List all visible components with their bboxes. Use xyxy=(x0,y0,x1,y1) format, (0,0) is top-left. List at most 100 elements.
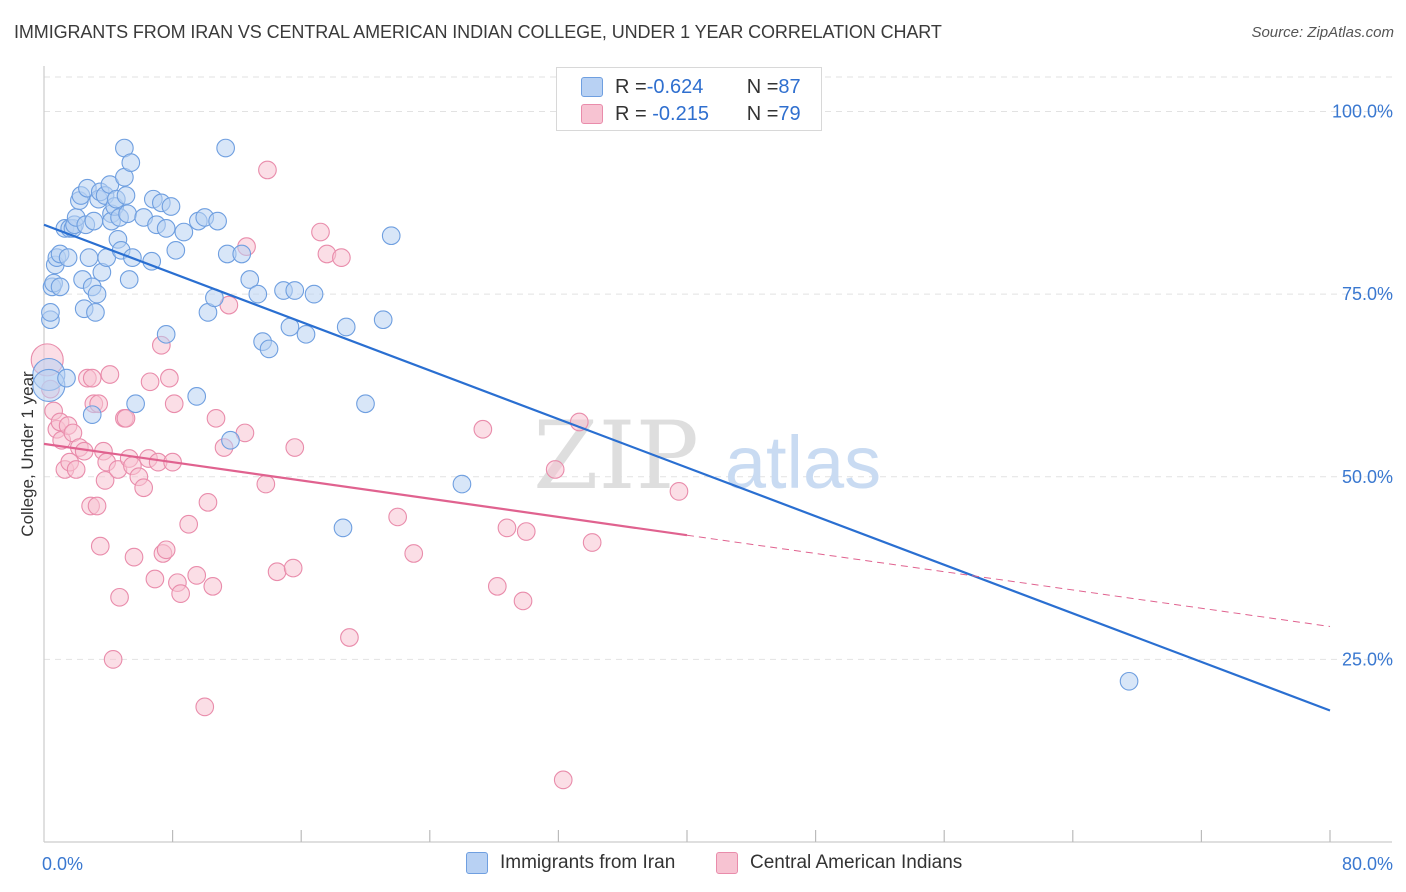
data-point-central-american-indians xyxy=(545,460,565,479)
data-point-central-american-indians xyxy=(82,368,102,388)
legend-swatch-blue xyxy=(581,77,603,97)
data-point-immigrants-from-iran xyxy=(381,226,401,246)
data-point-immigrants-from-iran xyxy=(373,310,393,330)
data-point-immigrants-from-iran xyxy=(166,240,186,260)
x-tick-label-max: 80.0% xyxy=(1342,854,1393,874)
chart-title: IMMIGRANTS FROM IRAN VS CENTRAL AMERICAN… xyxy=(14,22,942,42)
data-point-immigrants-from-iran xyxy=(232,244,252,264)
data-point-immigrants-from-iran xyxy=(50,277,70,297)
data-point-immigrants-from-iran xyxy=(452,474,472,494)
data-point-central-american-indians xyxy=(87,496,107,516)
y-tick-label: 50.0% xyxy=(1342,467,1393,487)
legend-n-label: N = xyxy=(746,75,779,98)
data-point-central-american-indians xyxy=(187,566,207,585)
data-point-immigrants-from-iran xyxy=(58,248,78,267)
data-point-immigrants-from-iran xyxy=(1119,671,1139,691)
correlation-legend: R = -0.624 N = 87 R = -0.215 N = 79 xyxy=(556,67,822,131)
series-immigrants-from-iran xyxy=(32,138,1139,691)
legend-r-label: R = xyxy=(615,102,647,125)
grid-lines xyxy=(44,76,1392,660)
data-point-central-american-indians xyxy=(203,576,223,596)
data-point-central-american-indians xyxy=(179,514,199,534)
data-point-immigrants-from-iran xyxy=(356,394,375,414)
y-tick-label: 100.0% xyxy=(1332,102,1393,122)
data-point-immigrants-from-iran xyxy=(79,248,99,267)
data-point-immigrants-from-iran xyxy=(118,204,137,224)
data-point-immigrants-from-iran xyxy=(87,284,107,304)
trend-line-iran xyxy=(43,223,1331,712)
data-point-immigrants-from-iran xyxy=(221,430,240,450)
data-point-immigrants-from-iran xyxy=(86,303,105,322)
data-point-central-american-indians xyxy=(164,394,184,414)
data-point-central-american-indians xyxy=(195,697,215,717)
data-point-central-american-indians xyxy=(160,368,179,388)
legend-swatch-pink xyxy=(581,104,603,124)
legend-n-value: 87 xyxy=(778,75,801,98)
y-tick-labels: 25.0% 50.0% 75.0% 100.0% xyxy=(1332,102,1393,670)
data-point-central-american-indians xyxy=(283,558,303,578)
data-point-central-american-indians xyxy=(103,650,123,669)
data-point-central-american-indians xyxy=(311,222,330,242)
data-point-central-american-indians xyxy=(90,536,110,556)
data-point-central-american-indians xyxy=(171,584,190,603)
x-tick-labels: 0.0% 80.0% xyxy=(42,854,1393,874)
data-point-central-american-indians xyxy=(669,482,689,501)
data-point-immigrants-from-iran xyxy=(174,222,194,242)
data-point-central-american-indians xyxy=(156,540,176,560)
y-axis-label: College, Under 1 year xyxy=(18,371,37,537)
data-point-immigrants-from-iran xyxy=(156,324,176,344)
legend-label-central-american: Central American Indians xyxy=(750,852,963,873)
data-point-central-american-indians xyxy=(404,544,424,563)
data-point-central-american-indians xyxy=(134,478,154,498)
data-point-central-american-indians xyxy=(110,587,129,607)
data-point-central-american-indians xyxy=(198,492,218,512)
data-point-immigrants-from-iran xyxy=(119,270,139,289)
legend-n-value: 79 xyxy=(778,102,801,125)
data-point-central-american-indians xyxy=(513,591,533,611)
data-point-central-american-indians xyxy=(582,533,602,552)
data-point-central-american-indians xyxy=(100,365,120,384)
data-point-central-american-indians xyxy=(258,160,277,180)
data-point-immigrants-from-iran xyxy=(187,387,207,406)
data-point-immigrants-from-iran xyxy=(84,211,104,231)
data-point-central-american-indians xyxy=(256,474,276,494)
data-point-immigrants-from-iran xyxy=(161,197,181,216)
data-point-immigrants-from-iran xyxy=(82,405,102,425)
legend-swatch-pink xyxy=(716,852,738,874)
data-point-immigrants-from-iran xyxy=(126,394,145,414)
legend-r-value: -0.215 xyxy=(646,102,709,125)
y-tick-label: 25.0% xyxy=(1342,649,1393,669)
legend-r-label: R = xyxy=(615,75,647,98)
data-point-immigrants-from-iran xyxy=(208,211,227,231)
trend-lines xyxy=(43,223,1331,712)
data-point-central-american-indians xyxy=(66,460,86,479)
data-point-immigrants-from-iran xyxy=(216,138,235,158)
data-point-immigrants-from-iran xyxy=(41,303,60,322)
data-point-central-american-indians xyxy=(487,576,507,596)
y-tick-label: 75.0% xyxy=(1342,284,1393,304)
legend-item-iran[interactable]: Immigrants from Iran xyxy=(466,852,675,874)
data-point-immigrants-from-iran xyxy=(304,284,324,304)
legend-item-central-american[interactable]: Central American Indians xyxy=(716,852,962,874)
data-point-immigrants-from-iran xyxy=(121,153,141,173)
x-tick-label-min: 0.0% xyxy=(42,854,83,874)
data-point-central-american-indians xyxy=(206,408,226,428)
data-point-central-american-indians xyxy=(116,408,136,428)
data-point-immigrants-from-iran xyxy=(57,368,76,388)
data-point-immigrants-from-iran xyxy=(248,284,268,304)
data-point-central-american-indians xyxy=(340,628,359,647)
axes xyxy=(43,66,1392,843)
legend-n-label: N = xyxy=(746,102,779,125)
data-point-central-american-indians xyxy=(473,419,493,439)
data-point-central-american-indians xyxy=(497,518,517,538)
trend-line-central-american-extension xyxy=(686,534,1331,628)
data-point-central-american-indians xyxy=(553,770,573,790)
data-point-central-american-indians xyxy=(388,507,408,527)
data-point-immigrants-from-iran xyxy=(296,324,316,344)
source-label: Source: ZipAtlas.com xyxy=(1251,24,1394,41)
data-point-central-american-indians xyxy=(145,569,165,589)
data-point-central-american-indians xyxy=(332,248,351,267)
data-point-central-american-indians xyxy=(267,562,287,582)
legend-r-value: -0.624 xyxy=(646,75,704,98)
